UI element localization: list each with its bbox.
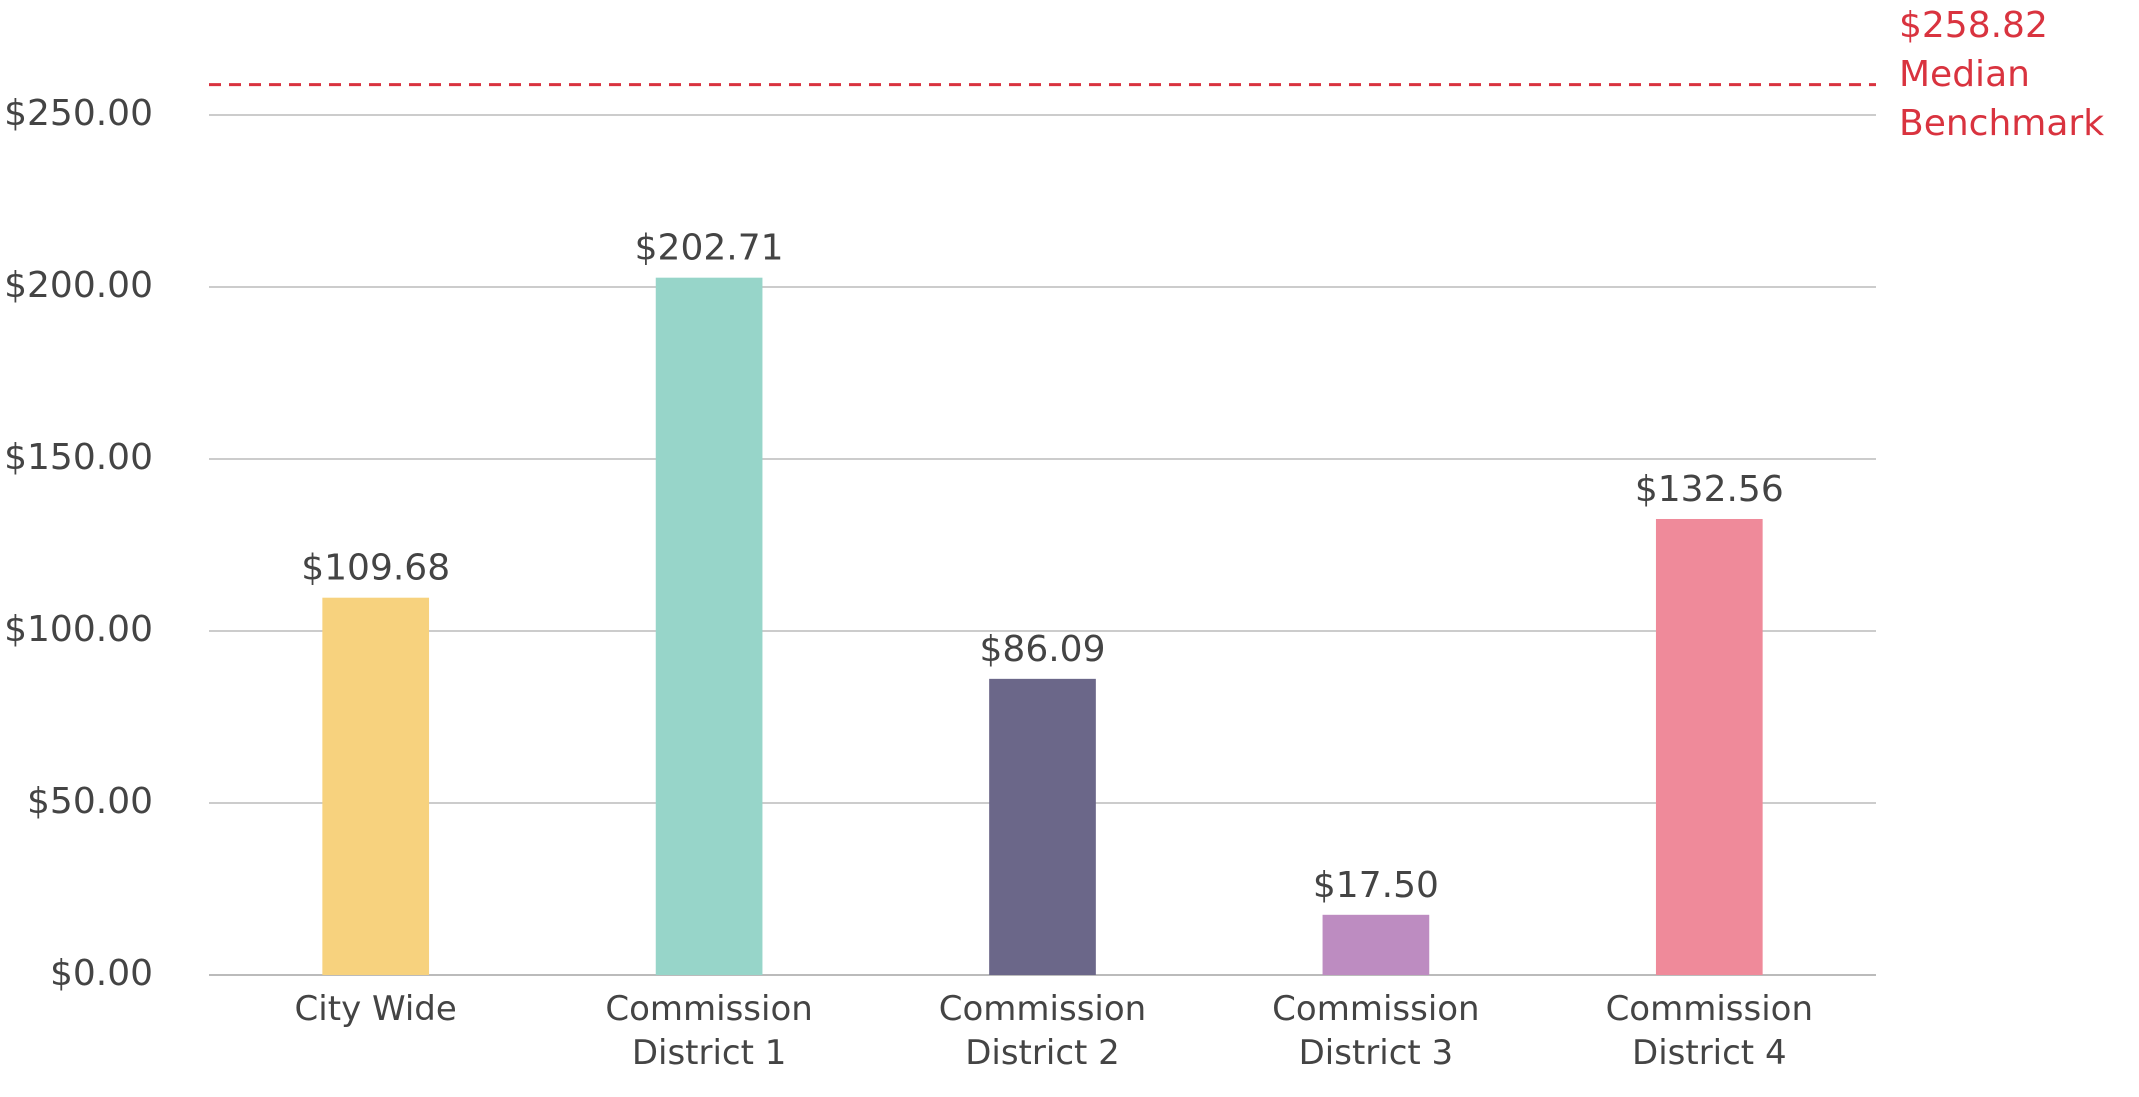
bar [1655,518,1763,975]
bar [1322,914,1430,975]
y-tick-label: $50.00 [27,781,153,822]
benchmark-text: Median [1899,54,2030,95]
y-tick-label: $250.00 [4,93,153,134]
benchmark-text: Benchmark [1899,103,2104,144]
y-tick-label: $100.00 [4,609,153,650]
y-tick-label: $0.00 [50,953,153,994]
data-label: $17.50 [1313,865,1439,906]
y-tick-label: $200.00 [4,265,153,306]
bar [655,277,763,975]
x-tick-label: City Wide [294,989,457,1029]
x-tick-label: Commission District 3 [1272,989,1480,1073]
x-tick-label: Commission District 4 [1605,989,1814,1073]
data-label: $109.68 [301,548,450,589]
x-tick-label: Commission District 2 [938,989,1147,1073]
data-label: $132.56 [1635,469,1784,510]
bar [322,597,430,975]
data-label: $202.71 [635,228,784,269]
benchmark-label: $258.82 [1899,5,2048,46]
x-tick-label: Commission District 1 [605,989,813,1073]
y-tick-label: $150.00 [4,437,153,478]
bar [989,678,1096,975]
data-label: $86.09 [980,629,1106,670]
